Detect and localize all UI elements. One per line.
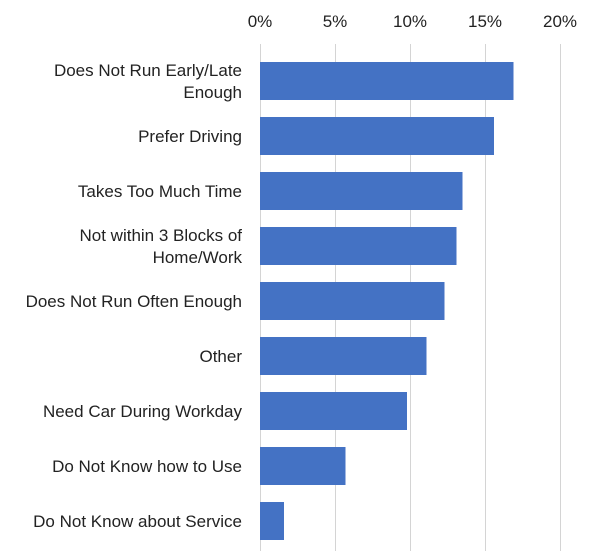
category-label: Other <box>199 347 242 366</box>
category-label-line: Need Car During Workday <box>43 402 243 421</box>
category-label-line: Other <box>199 347 242 366</box>
category-label-line: Enough <box>183 83 242 102</box>
category-label-line: Does Not Run Often Enough <box>26 292 242 311</box>
category-label: Not within 3 Blocks of Home/Work <box>79 226 242 267</box>
category-label: Does Not Run Early/Late Enough <box>54 61 242 102</box>
bar <box>260 117 494 155</box>
x-tick-label: 15% <box>468 12 502 31</box>
bars <box>260 62 514 540</box>
bar <box>260 282 445 320</box>
bar <box>260 447 346 485</box>
bar <box>260 172 463 210</box>
category-label: Prefer Driving <box>138 127 242 146</box>
category-label-line: Do Not Know about Service <box>33 512 242 531</box>
x-tick-label: 20% <box>543 12 577 31</box>
category-label-line: Prefer Driving <box>138 127 242 146</box>
category-label-line: Do Not Know how to Use <box>52 457 242 476</box>
category-label-line: Home/Work <box>153 248 243 267</box>
category-label: Need Car During Workday <box>43 402 243 421</box>
category-label: Takes Too Much Time <box>78 182 242 201</box>
bar <box>260 392 407 430</box>
x-tick-label: 0% <box>248 12 273 31</box>
bar <box>260 62 514 100</box>
bar <box>260 227 457 265</box>
x-tick-label: 5% <box>323 12 348 31</box>
category-labels: Does Not Run Early/Late Enough Prefer Driv… <box>26 61 243 531</box>
category-label-line: Not within 3 Blocks of <box>79 226 242 245</box>
bar <box>260 337 427 375</box>
bar <box>260 502 284 540</box>
category-label: Do Not Know how to Use <box>52 457 242 476</box>
category-label: Does Not Run Often Enough <box>26 292 242 311</box>
category-label-line: Does Not Run Early/Late <box>54 61 242 80</box>
category-label: Do Not Know about Service <box>33 512 242 531</box>
x-axis-ticks: 0% 5% 10% 15% 20% <box>248 12 577 31</box>
category-label-line: Takes Too Much Time <box>78 182 242 201</box>
x-tick-label: 10% <box>393 12 427 31</box>
